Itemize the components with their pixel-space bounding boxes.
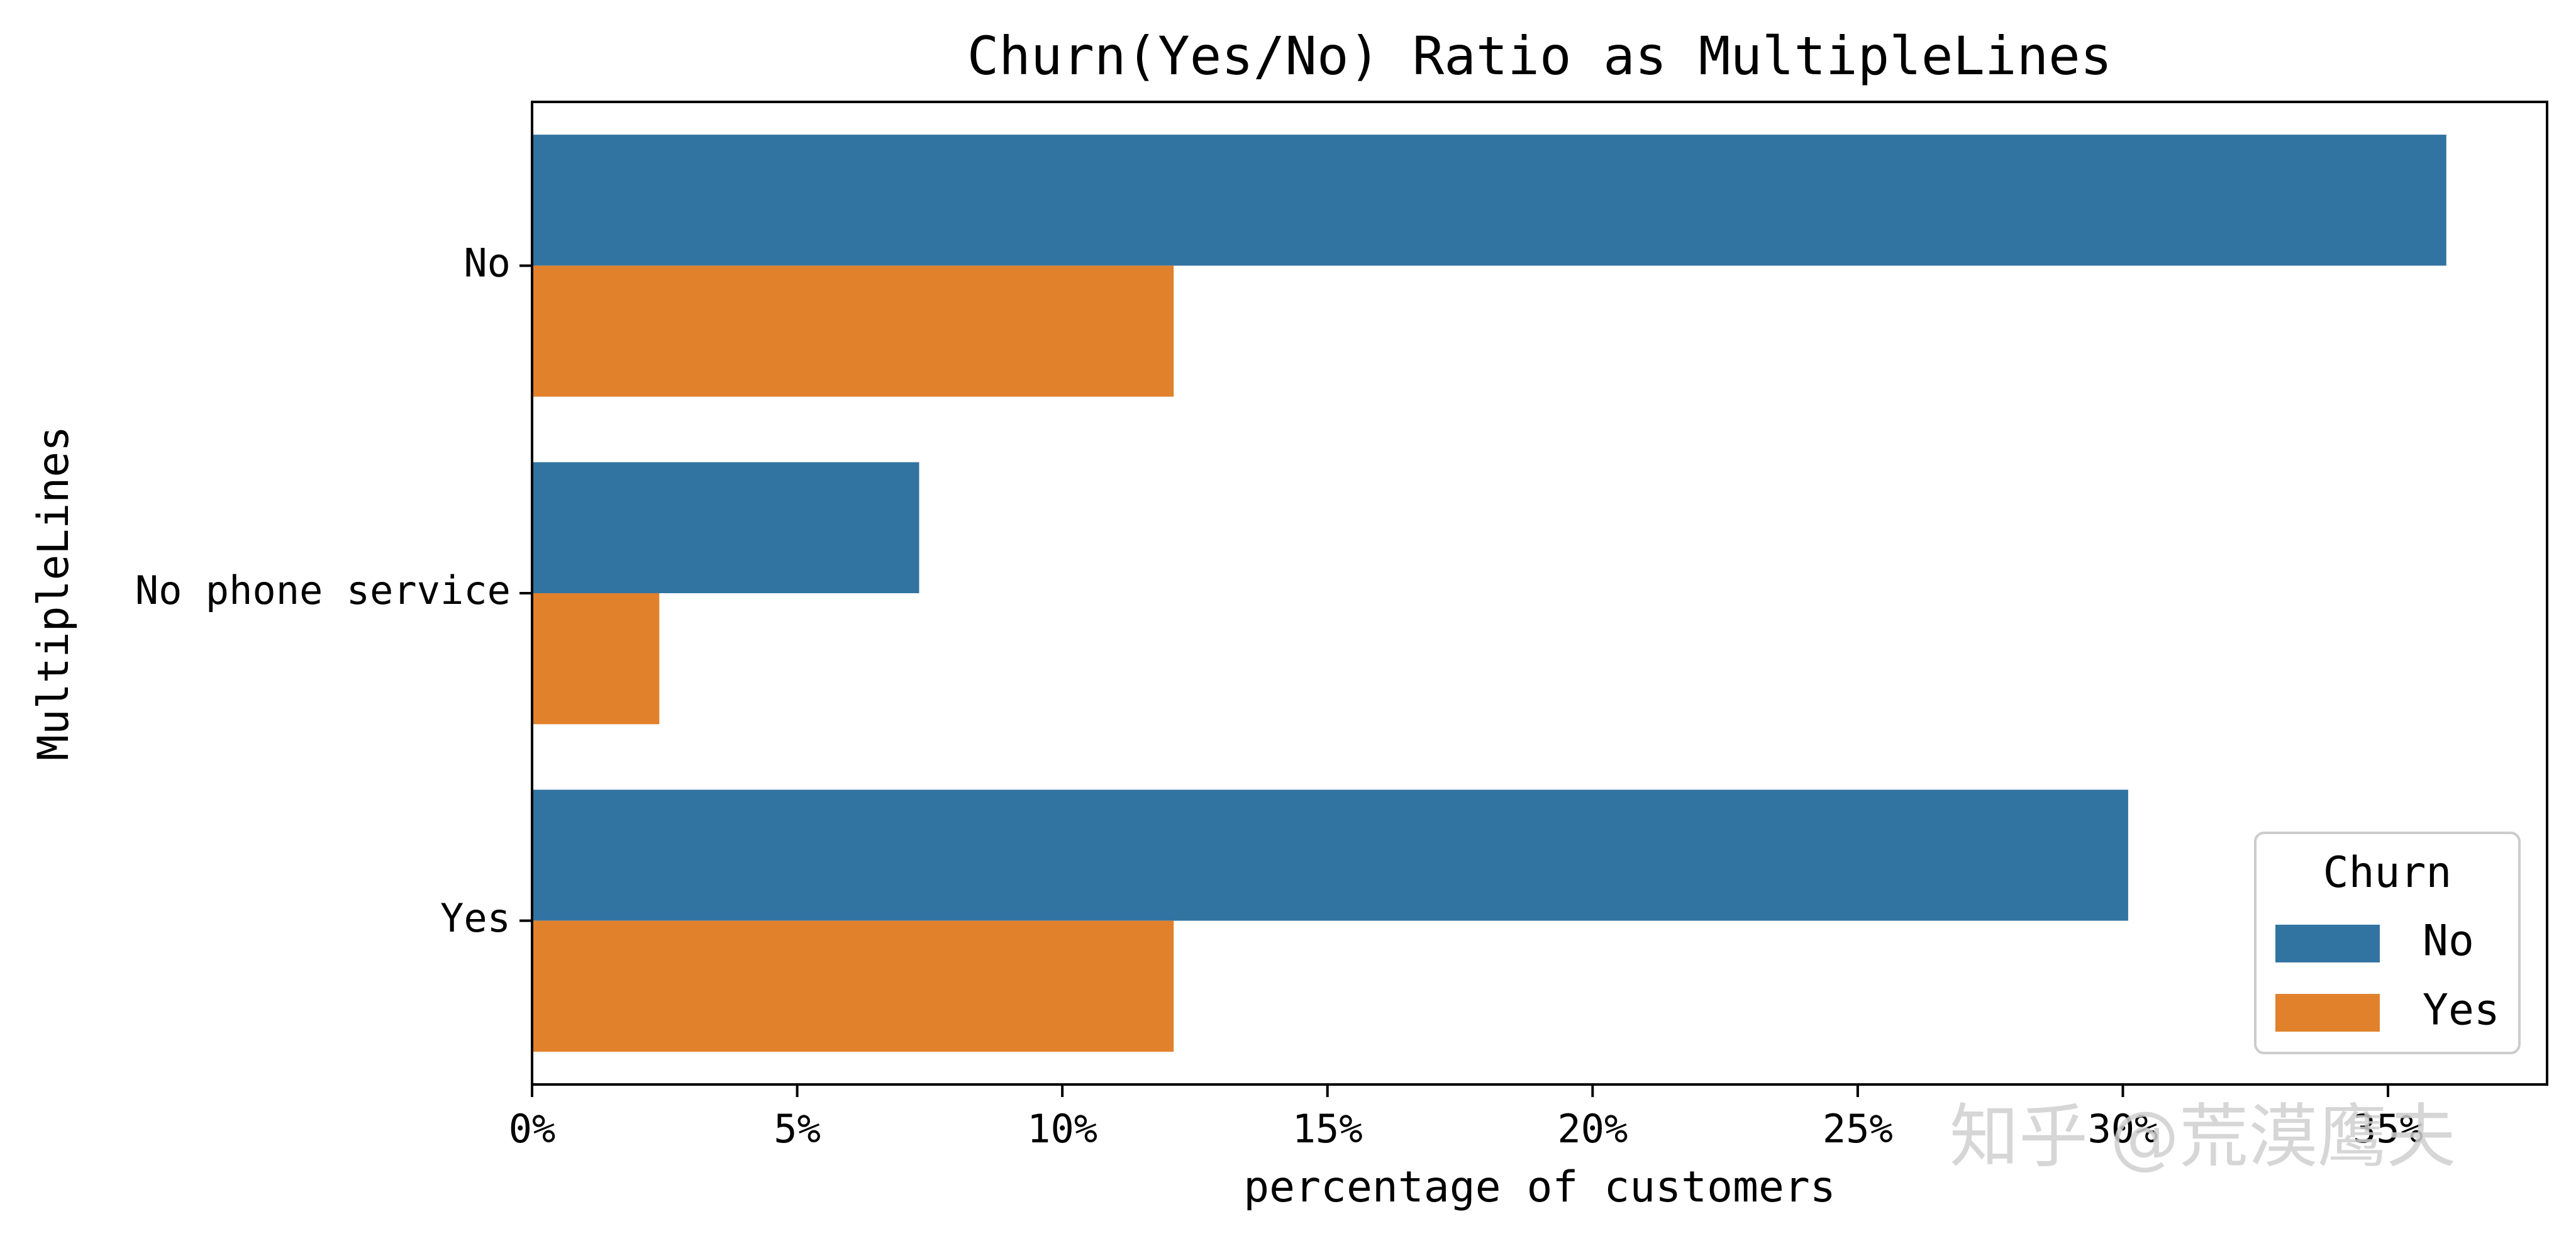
x-axis-ticks: 0% 5% 10% 15% 20% 25% 30% 35% bbox=[509, 1084, 2423, 1152]
legend-swatch-no bbox=[2275, 925, 2380, 962]
bar-yes-yes bbox=[532, 920, 1174, 1052]
x-tick-label: 0% bbox=[509, 1106, 556, 1152]
legend-title: Churn bbox=[2323, 848, 2452, 898]
bars-layer bbox=[532, 135, 2446, 1052]
x-tick-label: 20% bbox=[1557, 1106, 1628, 1152]
y-tick-label: No phone service bbox=[135, 567, 511, 613]
y-axis-ticks: No No phone service Yes bbox=[135, 240, 532, 941]
bar-no-phone-service-yes bbox=[532, 593, 660, 725]
bar-yes-no bbox=[532, 789, 2128, 921]
x-axis-label: percentage of customers bbox=[1243, 1162, 1836, 1212]
watermark: 知乎 @荒漠鹰夫 bbox=[1950, 1096, 2456, 1177]
legend-entries: No Yes bbox=[2275, 917, 2500, 1035]
y-tick-label: Yes bbox=[440, 895, 511, 941]
legend: Churn No Yes bbox=[2254, 832, 2521, 1054]
x-tick-label: 35% bbox=[2353, 1106, 2423, 1152]
x-tick-label: 25% bbox=[1823, 1106, 1893, 1152]
bar-no-yes bbox=[532, 265, 1174, 397]
legend-swatch-yes bbox=[2275, 994, 2380, 1032]
legend-label-no: No bbox=[2423, 917, 2474, 966]
y-tick-label: No bbox=[464, 240, 511, 286]
bar-no-no bbox=[532, 135, 2446, 266]
plot-frame bbox=[531, 101, 2548, 1086]
y-axis-label: MultipleLines bbox=[29, 426, 79, 761]
legend-label-yes: Yes bbox=[2423, 986, 2500, 1035]
x-tick-label: 30% bbox=[2087, 1106, 2158, 1152]
x-tick-label: 5% bbox=[774, 1106, 821, 1152]
chart-title: Churn(Yes/No) Ratio as MultipleLines bbox=[967, 25, 2112, 87]
x-tick-label: 15% bbox=[1292, 1106, 1363, 1152]
bar-no-phone-service-no bbox=[532, 462, 919, 593]
x-tick-label: 10% bbox=[1027, 1106, 1097, 1152]
